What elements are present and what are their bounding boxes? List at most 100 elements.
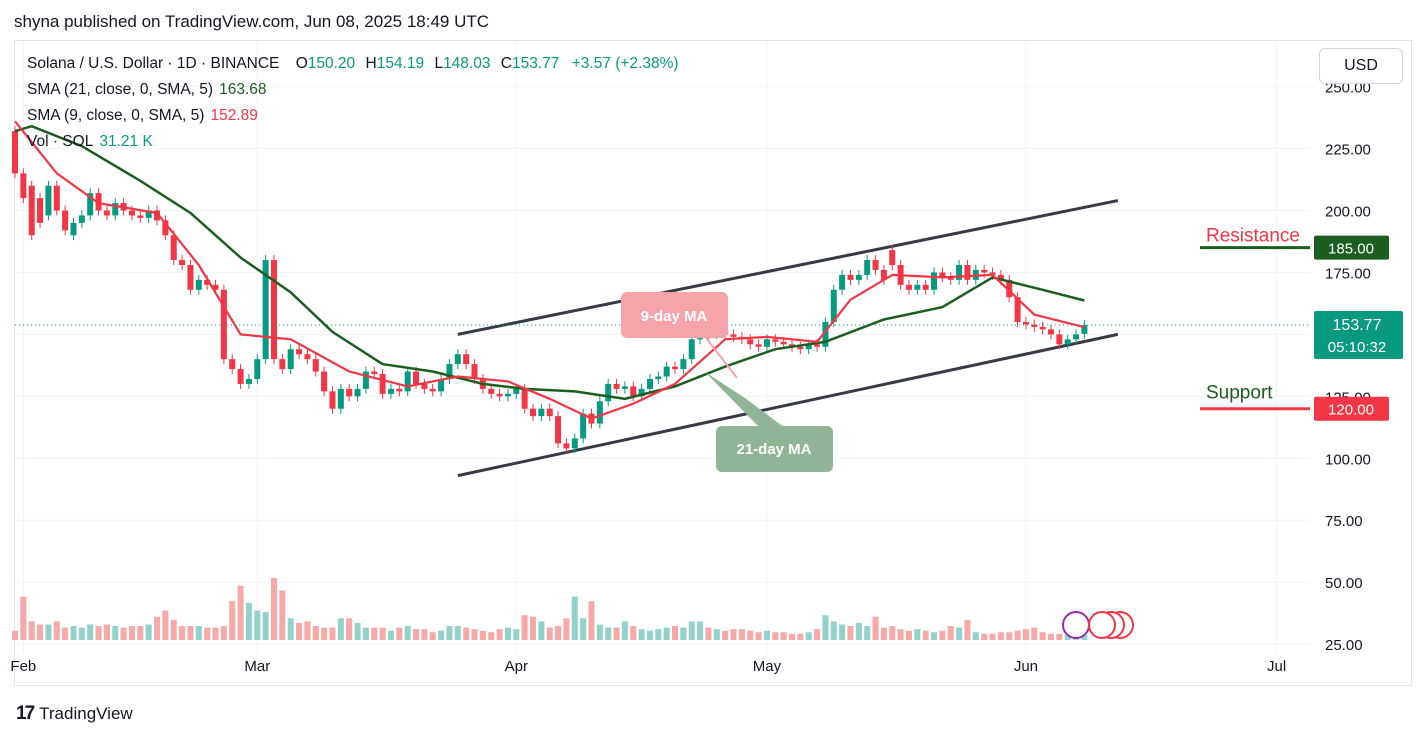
candle-body — [229, 359, 236, 370]
volume-bar — [797, 633, 804, 640]
candle-body — [245, 378, 252, 384]
candle-body — [404, 371, 411, 392]
volume-bar — [947, 626, 954, 640]
volume-bar — [496, 629, 503, 640]
volume-bar — [170, 619, 177, 640]
price-tick-label: 225.00 — [1325, 142, 1371, 159]
volume-bar — [538, 621, 545, 640]
candle-body — [630, 386, 637, 397]
candle-body — [1031, 324, 1038, 327]
price-tick-label: 75.00 — [1325, 513, 1363, 530]
candle-body — [413, 371, 420, 384]
candle-body — [655, 376, 662, 379]
volume-bar — [229, 601, 236, 640]
publish-header: shyna published on TradingView.com, Jun … — [14, 12, 490, 31]
candle-body — [179, 260, 186, 265]
candle-body — [688, 339, 695, 360]
volume-label: Vol · SOL — [27, 133, 94, 150]
volume-bar — [262, 612, 269, 640]
sma21-line — [14, 124, 1085, 401]
candle-body — [270, 260, 278, 360]
volume-bar — [864, 626, 871, 640]
volume-bar — [413, 629, 420, 640]
volume-bar — [680, 627, 687, 640]
candle-body — [513, 388, 520, 394]
chart-frame — [14, 40, 1412, 686]
candle-body — [471, 364, 478, 379]
candle-body — [463, 354, 470, 365]
volume-bar — [454, 626, 461, 640]
candle-body — [830, 289, 837, 322]
candle-body — [880, 269, 887, 280]
volume-bar — [981, 633, 988, 640]
candle-body — [580, 413, 587, 439]
candle-body — [504, 393, 511, 397]
candle-body — [613, 383, 620, 389]
candle-body — [496, 393, 503, 397]
price-tick-label: 25.00 — [1325, 637, 1363, 654]
legend-volume[interactable]: Vol · SOL 31.21 K — [27, 133, 153, 151]
candle-body — [663, 366, 670, 377]
candle-body — [747, 339, 754, 345]
volume-bar — [1022, 629, 1029, 640]
volume-bar — [321, 627, 328, 640]
candle-body — [638, 388, 645, 397]
candle-body — [1006, 279, 1013, 298]
volume-bar — [596, 624, 603, 640]
candle-body — [20, 173, 27, 199]
volume-bar — [513, 629, 520, 640]
volume-bar — [379, 627, 386, 640]
candle-body — [446, 364, 453, 379]
legend-sma21[interactable]: SMA (21, close, 0, SMA, 5) 163.68 — [27, 81, 267, 99]
candle-body — [780, 341, 787, 345]
candle-body — [922, 284, 929, 290]
currency-button[interactable]: USD — [1319, 48, 1403, 84]
candle-body — [279, 359, 286, 370]
last-price-tag: 153.77 — [1333, 317, 1382, 334]
candle-body — [212, 284, 219, 290]
tradingview-logo-icon: 17 — [16, 703, 35, 724]
price-tick-label: 200.00 — [1325, 203, 1371, 220]
volume-bar — [371, 627, 378, 640]
sma9-label: SMA (9, close, 0, SMA, 5) — [27, 107, 205, 124]
candle-body — [1039, 326, 1046, 330]
candle-body — [346, 388, 353, 397]
candle-body — [53, 185, 60, 211]
candle-body — [571, 438, 578, 449]
candle-body — [680, 359, 687, 370]
volume-bar — [387, 630, 394, 640]
time-tick-label: Apr — [505, 658, 528, 675]
candle-body — [488, 388, 495, 394]
footer-brand[interactable]: 17 TradingView — [16, 703, 133, 725]
volume-bar — [663, 627, 670, 640]
candle-body — [855, 274, 862, 280]
volume-bar — [479, 630, 486, 640]
legend-sma9[interactable]: SMA (9, close, 0, SMA, 5) 152.89 — [27, 107, 258, 125]
support-label: Support — [1206, 383, 1273, 404]
candle-body — [128, 210, 135, 216]
volume-bar — [37, 624, 44, 640]
candle-body — [989, 272, 996, 275]
sma21-value: 163.68 — [219, 81, 267, 98]
candle-body — [237, 369, 244, 384]
volume-bar — [1039, 632, 1046, 640]
volume-bar — [70, 626, 77, 640]
candle-body — [1064, 339, 1071, 345]
time-tick-label: Jun — [1014, 658, 1038, 675]
time-tick-label: Mar — [244, 658, 270, 675]
open-value: 150.20 — [307, 55, 356, 72]
symbol-title[interactable]: Solana / U.S. Dollar · 1D · BINANCE — [27, 55, 280, 72]
candle-body — [1022, 321, 1029, 325]
candle-body — [914, 284, 921, 290]
volume-bar — [571, 596, 578, 640]
volume-bar — [128, 626, 135, 640]
volume-bar — [605, 627, 612, 640]
volume-bar — [688, 621, 695, 640]
volume-bar — [672, 626, 679, 640]
candle-body — [87, 193, 94, 216]
volume-bar — [563, 618, 570, 640]
volume-bar — [154, 616, 161, 640]
candle-body — [546, 408, 553, 417]
candle-body — [438, 378, 445, 392]
